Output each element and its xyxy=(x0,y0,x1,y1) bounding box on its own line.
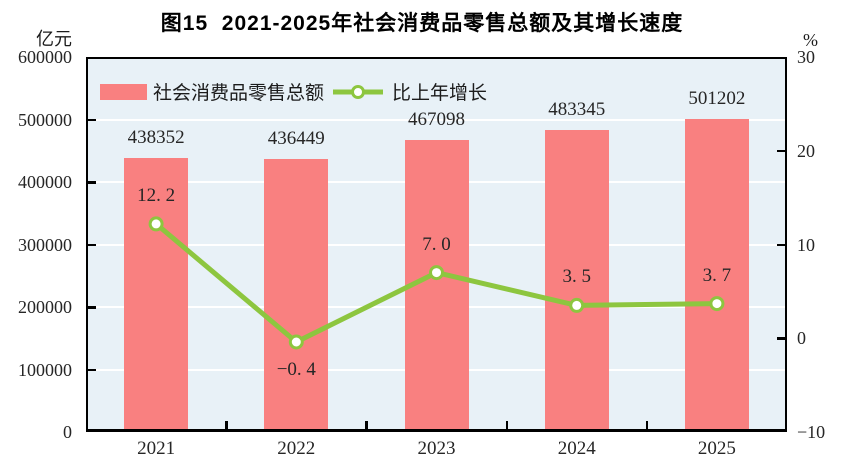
x-axis-label: 2022 xyxy=(277,438,316,459)
y-axis-label-right: 20 xyxy=(797,140,815,161)
x-axis-tick xyxy=(645,421,649,431)
growth-marker xyxy=(148,216,164,232)
y-axis-tick-right xyxy=(777,149,787,153)
y-axis-tick-left xyxy=(86,118,96,121)
y-axis-tick-left xyxy=(86,306,96,309)
growth-line-layer xyxy=(148,216,725,350)
x-axis-label: 2023 xyxy=(417,438,456,459)
y-axis-tick-right xyxy=(777,337,787,340)
bar xyxy=(124,158,189,432)
bar xyxy=(544,129,609,432)
bar-value-label: 483345 xyxy=(548,98,606,120)
x-axis-label: 2025 xyxy=(697,438,736,459)
growth-value-label: 12. 2 xyxy=(137,184,176,206)
y-axis-label-right: 10 xyxy=(797,234,815,255)
legend-bar-swatch xyxy=(100,83,147,100)
gridline xyxy=(86,118,787,121)
bar-value-label: 501202 xyxy=(688,87,746,109)
y-axis-label-left: 400000 xyxy=(18,172,72,192)
right-axis-unit-label: % xyxy=(803,30,818,50)
y-axis-tick-left xyxy=(86,181,96,184)
y-axis-label-left: 300000 xyxy=(18,234,72,255)
bar xyxy=(684,118,749,432)
x-axis-tick xyxy=(505,421,509,431)
y-axis-label-left: 500000 xyxy=(18,109,72,130)
x-axis-tick xyxy=(365,421,368,431)
bar xyxy=(264,159,329,432)
growth-value-label: −0. 4 xyxy=(276,359,316,380)
growth-value-label: 3. 5 xyxy=(562,266,591,288)
y-axis-label-right: −10 xyxy=(797,422,826,442)
x-axis-tick xyxy=(225,421,228,431)
bar-value-label: 438352 xyxy=(127,127,185,149)
growth-value-label: 7. 0 xyxy=(422,233,451,255)
bar-value-label: 436449 xyxy=(267,128,325,150)
bar-value-label: 467098 xyxy=(408,109,465,131)
legend-bar-label: 社会消费品零售总额 xyxy=(153,83,325,104)
y-axis-label-left: 100000 xyxy=(18,359,72,380)
plot-area xyxy=(86,57,787,432)
growth-marker xyxy=(569,297,585,313)
y-axis-label-left: 0 xyxy=(63,422,72,442)
chart-title: 图15 2021-2025年社会消费品零售总额及其增长速度 xyxy=(160,12,684,35)
growth-marker xyxy=(709,296,725,312)
x-axis-label: 2021 xyxy=(137,438,176,459)
y-axis-label-left: 200000 xyxy=(18,297,72,317)
y-axis-tick-left xyxy=(86,243,96,246)
bar xyxy=(404,140,469,432)
y-axis-label-right: 0 xyxy=(797,328,806,349)
legend-line-marker-icon xyxy=(333,84,384,99)
legend: 社会消费品零售总额 比上年增长 xyxy=(100,78,487,105)
y-axis-tick-right xyxy=(777,243,787,246)
x-axis-label: 2024 xyxy=(557,438,596,459)
y-axis-tick-left xyxy=(86,368,96,371)
y-axis-label-right: 30 xyxy=(797,47,815,67)
left-axis-unit-label: 亿元 xyxy=(36,29,72,49)
legend-line-label: 比上年增长 xyxy=(392,83,488,104)
growth-value-label: 3. 7 xyxy=(702,264,732,286)
y-axis-label-left: 600000 xyxy=(18,47,72,67)
growth-marker xyxy=(288,334,304,350)
growth-marker xyxy=(429,265,444,281)
